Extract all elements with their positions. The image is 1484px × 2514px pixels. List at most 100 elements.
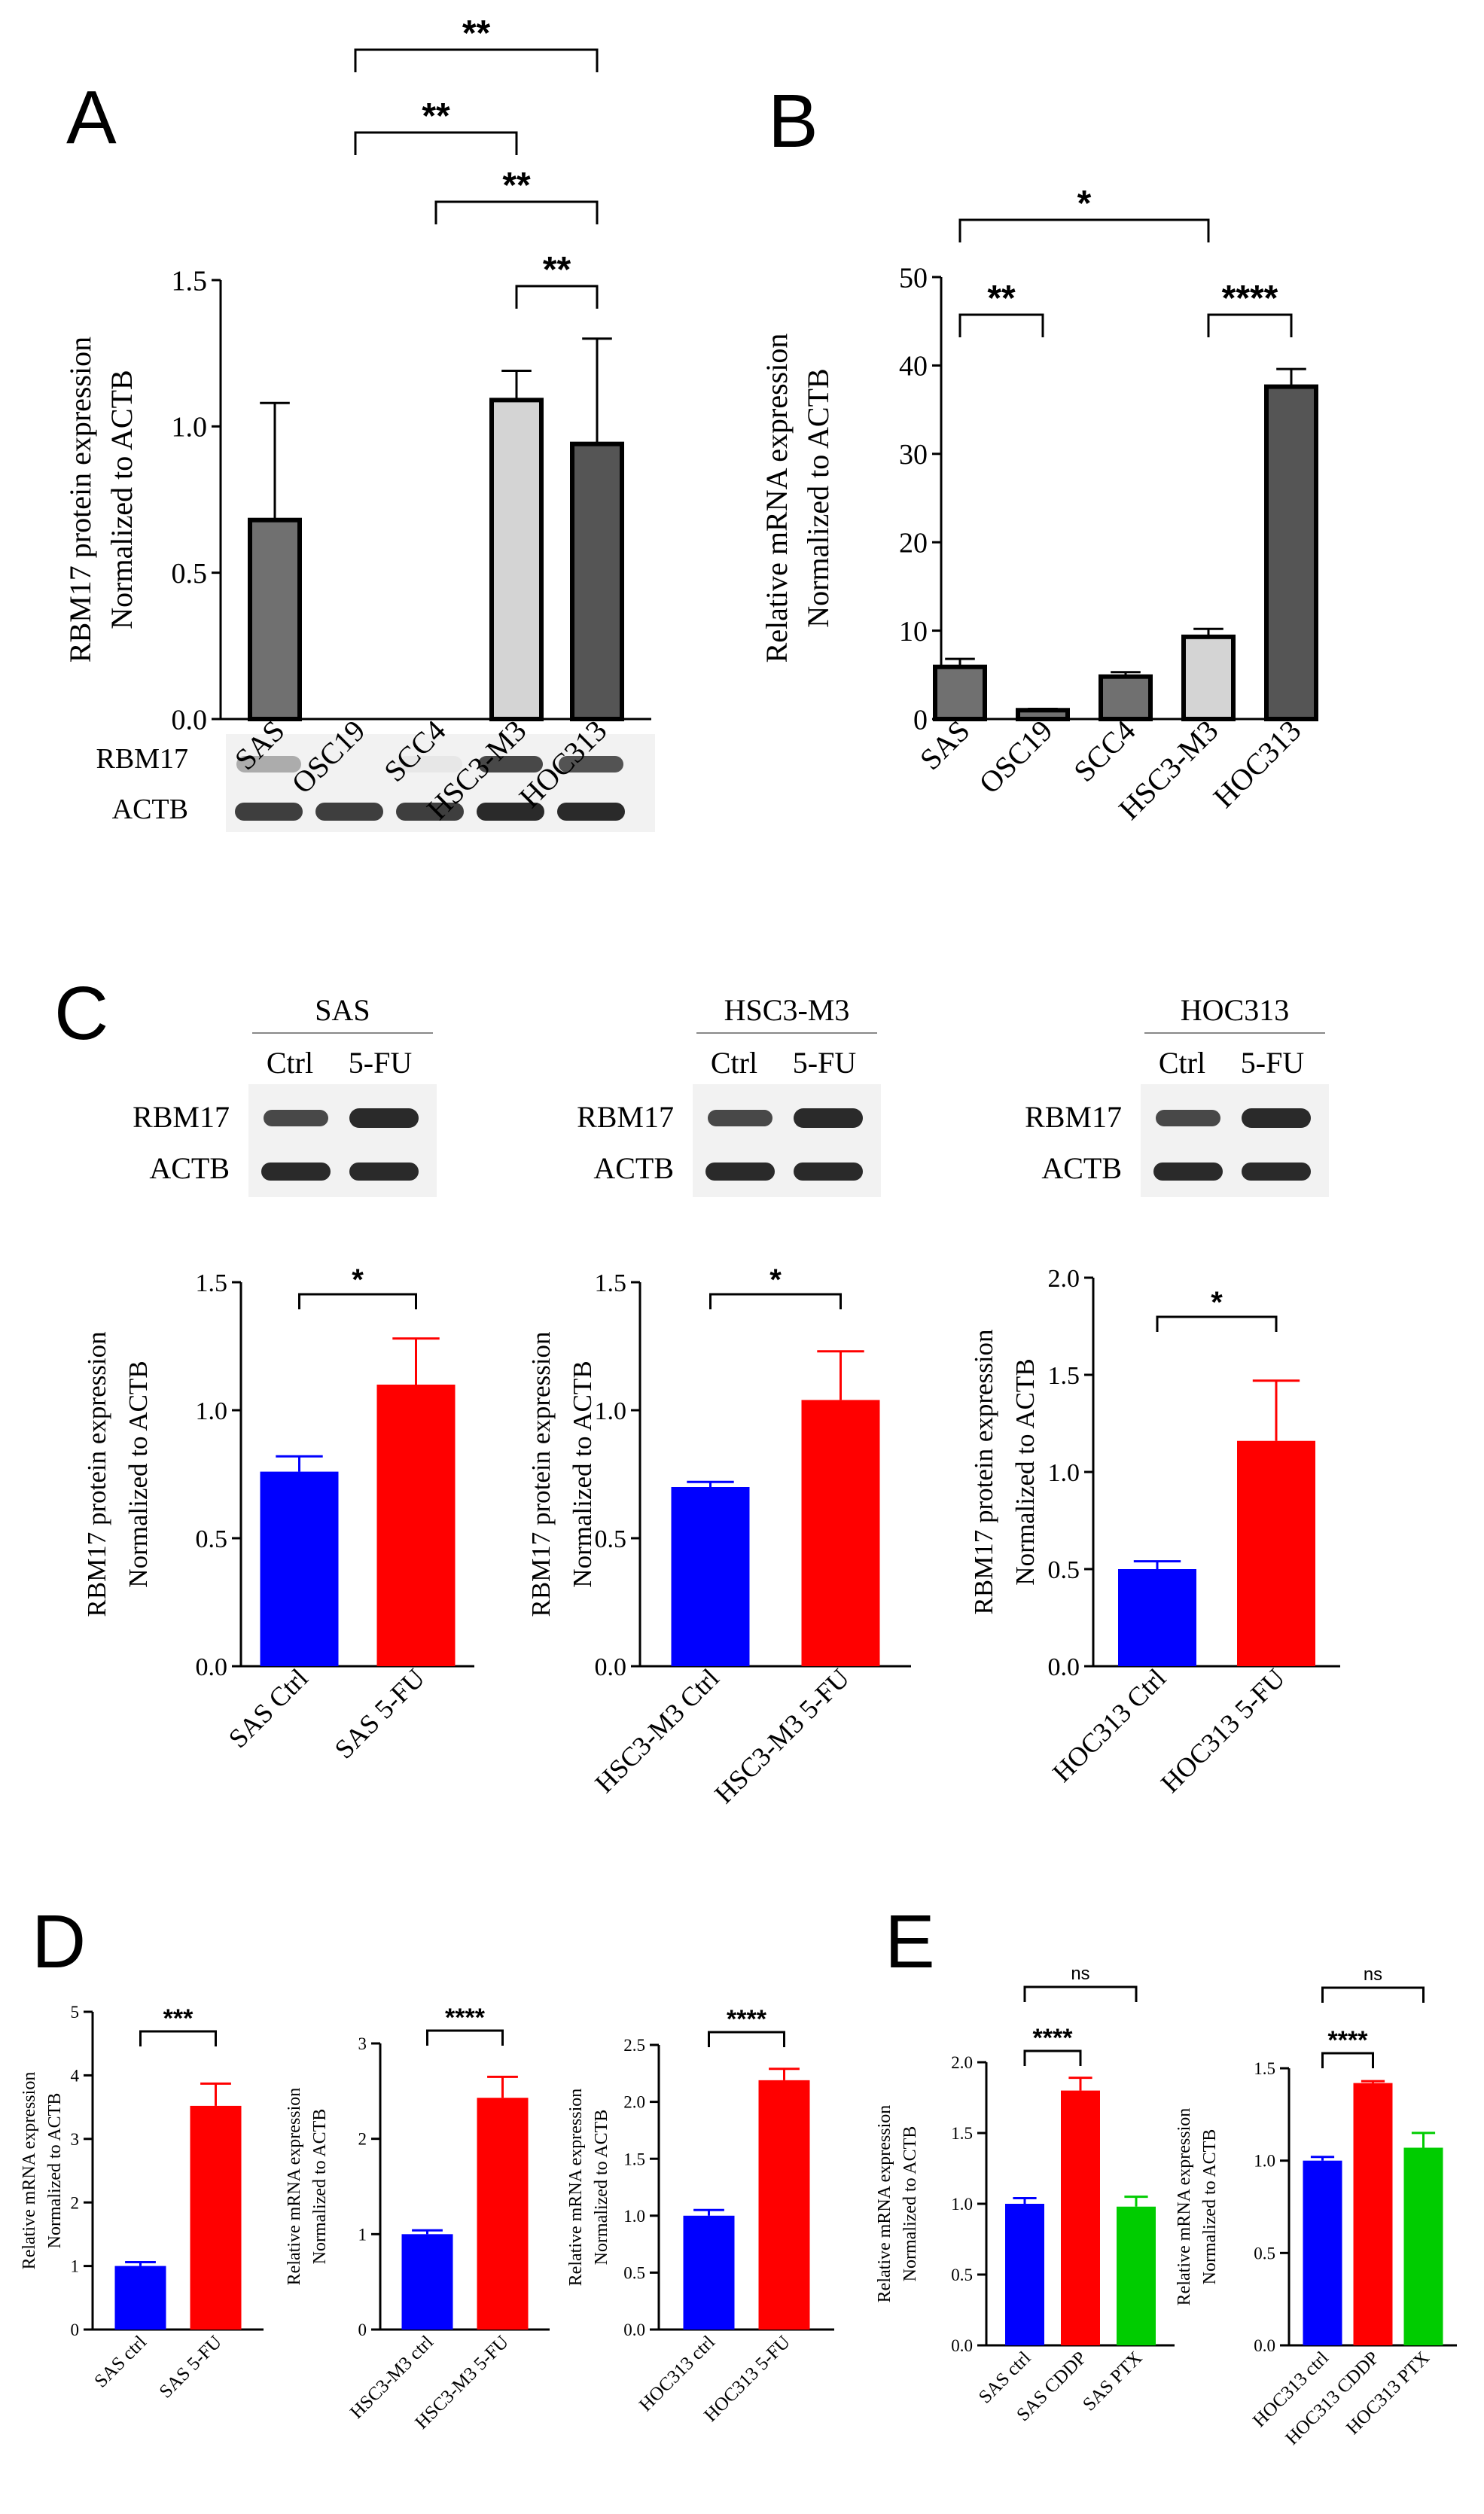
chart-d1: 0 1 2 3 4 5 Relative mRNA expression Normalized… [20, 2003, 264, 2402]
y-tick-label: 0.5 [951, 2266, 973, 2284]
y-tick-label: 0.5 [196, 1525, 228, 1553]
significance-label: **** [727, 2005, 767, 2034]
y-axis-label: Relative mRNA expression [875, 2105, 894, 2303]
y-axis-label: RBM17 protein expression [969, 1329, 998, 1614]
y-tick-label: 0.5 [1048, 1556, 1080, 1584]
blot-title: HOC313 [1181, 993, 1289, 1027]
y-tick-label: 10 [899, 616, 928, 648]
significance-bracket [426, 2029, 504, 2046]
bar [401, 2234, 453, 2330]
y-axis-label: Normalized to ACTB [592, 2110, 611, 2266]
category-label: HSC3-M3 Ctrl [589, 1662, 724, 1798]
y-tick-label: 1.0 [1254, 2152, 1275, 2171]
panel-letter-d: D [32, 1900, 86, 1984]
blot-band-actb [477, 803, 544, 821]
category-label: HOC313 Ctrl [1047, 1662, 1172, 1787]
blot-lane-label: 5-FU [793, 1046, 857, 1080]
blot-band-actb [1242, 1163, 1311, 1181]
category-label: OSC19 [972, 714, 1059, 800]
blot-row-label: ACTB [1041, 1151, 1122, 1185]
y-tick-label: 1.5 [951, 2124, 973, 2143]
significance-bracket [139, 2030, 217, 2046]
blot-row-label: RBM17 [1025, 1100, 1122, 1134]
significance-bracket [958, 218, 1210, 242]
significance-label: ** [422, 96, 450, 136]
y-tick-label: 30 [899, 439, 928, 471]
chart-e1: 0.0 0.5 1.0 1.5 2.0 Relative mRNA expression N… [875, 1964, 1175, 2425]
significance-label: * [1077, 184, 1092, 224]
significance-bracket [1023, 2049, 1082, 2066]
y-tick-label: 0.5 [595, 1525, 627, 1553]
significance-label: ** [462, 14, 491, 53]
y-tick-label: 0 [913, 704, 928, 736]
blot-band-actb [349, 1163, 419, 1181]
bar [1117, 2206, 1156, 2345]
blot-band-actb [794, 1163, 863, 1181]
significance-bracket [1321, 2052, 1374, 2068]
y-tick-label: 0.0 [1254, 2336, 1275, 2355]
y-tick-label: 2 [358, 2130, 367, 2149]
panel-letter-a: A [66, 75, 117, 160]
bar [933, 664, 987, 722]
blot-band-rbm17 [398, 756, 462, 772]
blot-row-label: ACTB [593, 1151, 674, 1185]
blot-lane-label: 5-FU [1241, 1046, 1305, 1080]
y-axis-label: Normalized to ACTB [801, 368, 835, 627]
y-axis-label: Normalized to ACTB [568, 1361, 597, 1587]
bar [1264, 384, 1318, 721]
y-tick-label: 1.5 [623, 2150, 645, 2168]
category-label: HSC3-M3 5-FU [708, 1662, 855, 1809]
bar [1061, 2090, 1100, 2345]
significance-label: **** [1222, 279, 1278, 318]
y-axis-label: Relative mRNA expression [20, 2072, 39, 2270]
blot-panel-c-3: HOC313 Ctrl 5-FU RBM17 ACTB [1025, 993, 1329, 1197]
category-label: SCC4 [1067, 714, 1141, 788]
chart-c3: 0.0 0.5 1.0 1.5 2.0 RBM17 protein expression N… [969, 1265, 1340, 1799]
category-label: SAS ctrl [90, 2332, 151, 2392]
blot-band-rbm17 [1156, 1110, 1220, 1126]
bar-charts: 0.0 0.5 1.0 1.5 RBM17 protein expression Norm… [20, 14, 1457, 2449]
blot-band-actb [557, 803, 625, 821]
y-axis-label: Relative mRNA expression [1175, 2108, 1194, 2306]
y-tick-label: 3 [71, 2130, 80, 2149]
category-label: HOC313 5-FU [1155, 1662, 1291, 1798]
y-axis-label: Relative mRNA expression [285, 2088, 304, 2286]
significance-label: **** [1033, 2024, 1074, 2052]
y-tick-label: 2.5 [623, 2036, 645, 2055]
blot-band-actb [235, 803, 303, 821]
category-label: HOC313 ctrl [635, 2332, 719, 2415]
y-tick-label: 0.0 [595, 1653, 627, 1681]
blot-band-rbm17 [264, 1110, 328, 1126]
blot-band-rbm17 [559, 756, 623, 772]
y-tick-label: 1 [71, 2257, 80, 2276]
blot-title: HSC3-M3 [724, 993, 850, 1027]
blot-lane-label: Ctrl [711, 1046, 757, 1080]
blot-band-rbm17 [1242, 1108, 1311, 1128]
significance-bracket [298, 1293, 417, 1309]
bar [683, 2215, 735, 2330]
significance-label: **** [445, 2004, 486, 2032]
blot-band-rbm17 [794, 1108, 863, 1128]
chart-c2: 0.0 0.5 1.0 1.5 RBM17 protein expression Norm… [526, 1263, 911, 1809]
bar [1303, 2160, 1342, 2345]
y-tick-label: 1.5 [1254, 2059, 1275, 2078]
y-axis-label: Normalized to ACTB [310, 2109, 330, 2265]
y-axis-label: Normalized to ACTB [45, 2093, 65, 2249]
y-tick-label: 1.0 [172, 412, 208, 443]
y-tick-label: 0.0 [623, 2320, 645, 2339]
significance-label: ** [502, 166, 531, 206]
y-tick-label: 0.0 [196, 1653, 228, 1681]
bar [248, 517, 302, 721]
chart-b: 0 10 20 30 40 50 Relative mRNA expression Norma… [760, 184, 1318, 826]
blot-panel-a: RBM17 ACTB [96, 734, 655, 832]
y-tick-label: 0 [71, 2320, 80, 2339]
significance-label: *** [163, 2004, 193, 2033]
y-tick-label: 0.0 [951, 2336, 973, 2355]
chart-e2: 0.0 0.5 1.0 1.5 Relative mRNA expression Norm… [1175, 1964, 1457, 2449]
y-axis-label: RBM17 protein expression [526, 1331, 556, 1617]
blot-row-label: RBM17 [133, 1100, 230, 1134]
significance-bracket [958, 313, 1044, 337]
blot-title: SAS [315, 993, 370, 1027]
